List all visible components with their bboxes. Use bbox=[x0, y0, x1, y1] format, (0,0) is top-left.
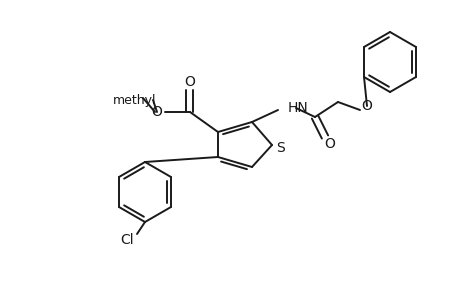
Text: O: O bbox=[184, 75, 195, 89]
Text: O: O bbox=[324, 137, 335, 151]
Text: methyl: methyl bbox=[113, 94, 157, 106]
Text: S: S bbox=[276, 141, 285, 155]
Text: Cl: Cl bbox=[120, 233, 134, 247]
Text: O: O bbox=[361, 99, 372, 113]
Text: HN: HN bbox=[287, 101, 308, 115]
Text: O: O bbox=[151, 105, 162, 119]
